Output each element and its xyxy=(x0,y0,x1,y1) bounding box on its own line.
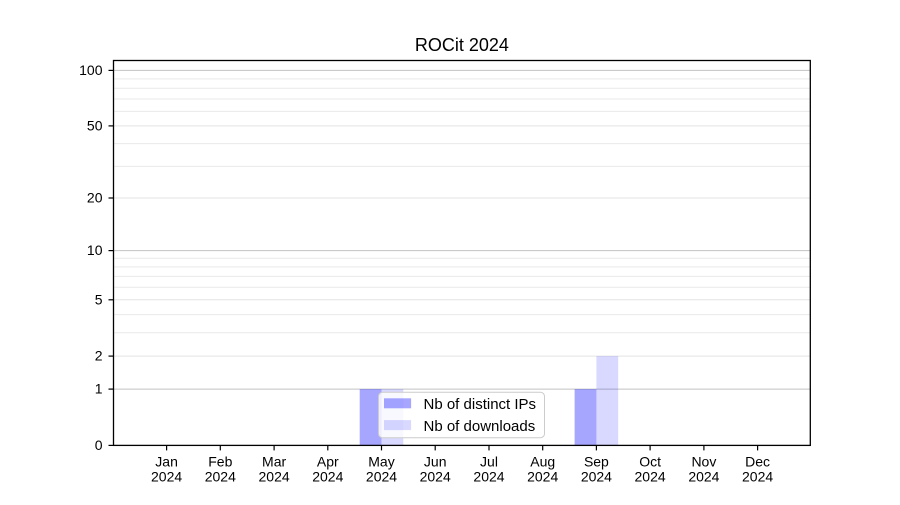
svg-text:Jan: Jan xyxy=(155,453,178,469)
svg-text:2024: 2024 xyxy=(742,468,773,484)
svg-text:May: May xyxy=(368,453,394,469)
svg-text:Nov: Nov xyxy=(691,453,716,469)
svg-text:Nb of downloads: Nb of downloads xyxy=(424,418,536,435)
svg-text:Feb: Feb xyxy=(208,453,232,469)
svg-text:2: 2 xyxy=(95,348,103,364)
svg-text:1: 1 xyxy=(95,381,103,397)
svg-text:2024: 2024 xyxy=(366,468,397,484)
svg-text:2024: 2024 xyxy=(688,468,719,484)
svg-text:Jun: Jun xyxy=(424,453,447,469)
svg-text:2024: 2024 xyxy=(527,468,558,484)
svg-text:0: 0 xyxy=(95,437,103,453)
svg-text:Mar: Mar xyxy=(262,453,286,469)
svg-text:10: 10 xyxy=(87,242,103,258)
svg-text:50: 50 xyxy=(87,118,103,134)
svg-text:2024: 2024 xyxy=(312,468,343,484)
svg-text:Nb of distinct IPs: Nb of distinct IPs xyxy=(424,396,537,413)
svg-text:Jul: Jul xyxy=(480,453,498,469)
svg-text:2024: 2024 xyxy=(581,468,612,484)
svg-text:2024: 2024 xyxy=(473,468,504,484)
svg-text:2024: 2024 xyxy=(420,468,451,484)
svg-text:2024: 2024 xyxy=(635,468,666,484)
svg-text:Sep: Sep xyxy=(584,453,609,469)
svg-text:Apr: Apr xyxy=(317,453,339,469)
svg-text:Oct: Oct xyxy=(639,453,661,469)
svg-text:2024: 2024 xyxy=(259,468,290,484)
svg-text:20: 20 xyxy=(87,190,103,206)
svg-text:ROCit 2024: ROCit 2024 xyxy=(415,35,509,55)
svg-text:Dec: Dec xyxy=(745,453,770,469)
svg-text:Aug: Aug xyxy=(530,453,555,469)
svg-text:2024: 2024 xyxy=(205,468,236,484)
svg-text:2024: 2024 xyxy=(151,468,182,484)
svg-text:5: 5 xyxy=(95,291,103,307)
svg-text:100: 100 xyxy=(79,62,103,78)
